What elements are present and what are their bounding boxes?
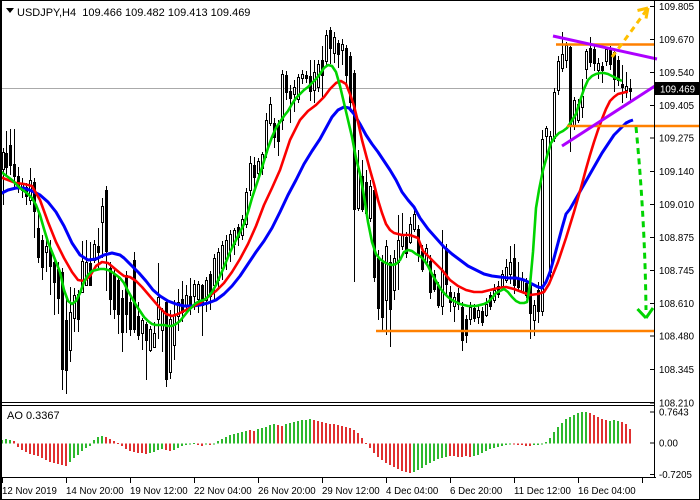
svg-text:26 Nov 20:00: 26 Nov 20:00 [258, 486, 316, 497]
svg-text:109.140: 109.140 [659, 167, 695, 178]
svg-text:19 Nov 12:00: 19 Nov 12:00 [130, 486, 188, 497]
svg-text:108.345: 108.345 [659, 365, 694, 376]
svg-text:108.875: 108.875 [659, 233, 694, 244]
svg-text:108.610: 108.610 [659, 299, 695, 310]
svg-text:109.275: 109.275 [659, 134, 694, 145]
svg-text:108.210: 108.210 [659, 399, 695, 410]
svg-text:109.670: 109.670 [659, 35, 695, 46]
svg-text:22 Nov 04:00: 22 Nov 04:00 [194, 486, 252, 497]
svg-text:108.480: 108.480 [659, 332, 695, 343]
svg-text:USDJPY,H4 109.466 109.482 109: USDJPY,H4 109.466 109.482 109.413 109.46… [17, 7, 250, 19]
svg-text:109.469: 109.469 [660, 85, 695, 96]
svg-text:0.00: 0.00 [659, 439, 678, 450]
svg-text:6 Dec 20:00: 6 Dec 20:00 [450, 486, 503, 497]
svg-text:109.010: 109.010 [659, 200, 695, 211]
svg-text:11 Dec 12:00: 11 Dec 12:00 [514, 486, 572, 497]
svg-text:109.540: 109.540 [659, 68, 695, 79]
svg-text:108.745: 108.745 [659, 266, 694, 277]
svg-text:0.7643: 0.7643 [659, 408, 689, 419]
svg-text:-0.7205: -0.7205 [659, 470, 692, 481]
svg-text:29 Nov 12:00: 29 Nov 12:00 [322, 486, 380, 497]
svg-text:16 Dec 04:00: 16 Dec 04:00 [578, 486, 636, 497]
svg-text:AO 0.3367: AO 0.3367 [7, 410, 60, 422]
svg-text:109.805: 109.805 [659, 2, 694, 13]
svg-text:109.405: 109.405 [659, 101, 694, 112]
svg-text:14 Nov 20:00: 14 Nov 20:00 [66, 486, 124, 497]
svg-text:4 Dec 04:00: 4 Dec 04:00 [386, 486, 439, 497]
svg-text:12 Nov 2019: 12 Nov 2019 [2, 486, 57, 497]
